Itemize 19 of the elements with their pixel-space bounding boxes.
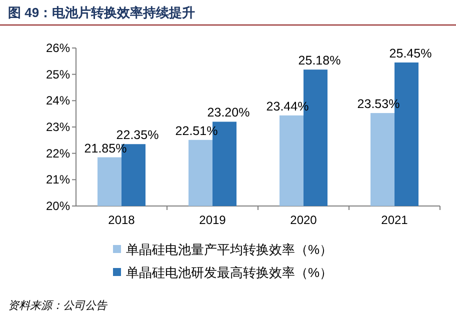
data-label: 25.45% [389,46,432,60]
legend-label: 单晶硅电池研发最高转换效率（%） [126,265,333,280]
y-tick-label: 22% [46,146,70,160]
y-tick-label: 24% [46,94,70,108]
x-tick-label: 2019 [199,213,226,227]
y-tick-label: 23% [46,120,70,134]
data-label: 25.18% [298,54,341,68]
y-tick-label: 21% [46,172,70,187]
data-label: 22.35% [116,128,159,142]
x-tick-label: 2018 [108,213,136,227]
x-tick-label: 2020 [290,213,318,227]
y-tick-label: 20% [46,199,70,213]
y-tick-label: 25% [46,67,70,82]
title: 图 49：电池片转换效率持续提升 [8,5,196,20]
data-label: 23.20% [207,106,250,120]
text: 资料来源：公司公告 [8,299,108,312]
legend-label: 单晶硅电池量产平均转换效率（%） [126,242,333,257]
x-tick-label: 2021 [381,213,408,227]
y-tick-label: 26% [46,41,70,55]
